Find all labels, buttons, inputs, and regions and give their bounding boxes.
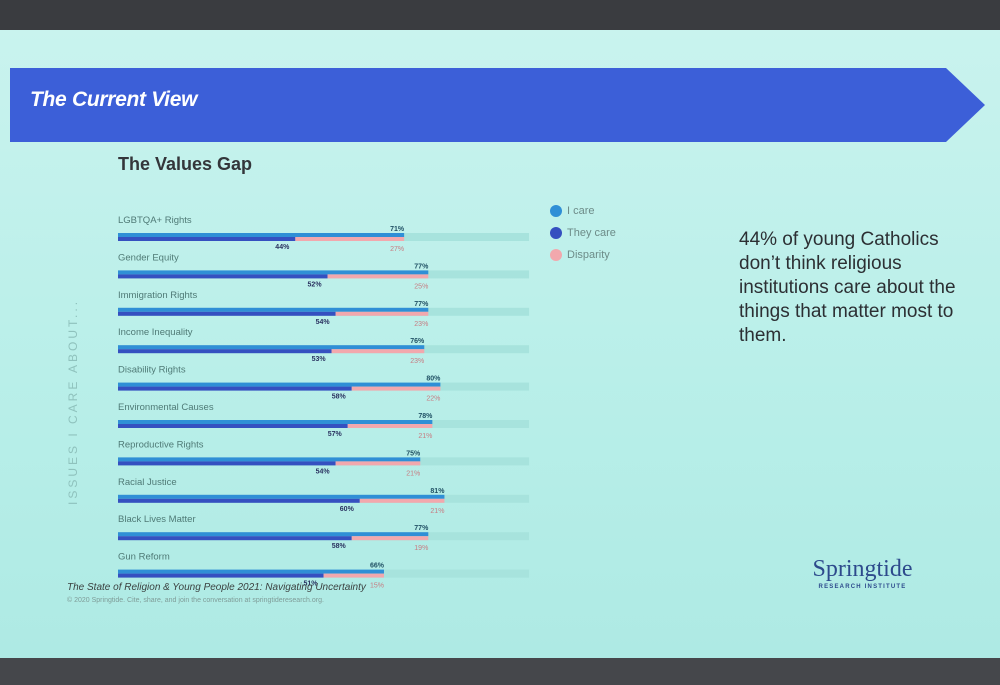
legend-item-disparity: Disparity [550,244,616,266]
bar-they-care-black-lives-matter [118,536,352,541]
bar-disparity-environmental-causes [347,424,433,428]
category-label-lgbtqa-rights: LGBTQA+ Rights [118,215,192,226]
label-i-care-racial-justice: 81% [430,488,445,495]
bar-disparity-lgbtqa-rights [295,237,405,241]
bar-i-care-environmental-causes [118,420,433,424]
logo-subtitle: RESEARCH INSTITUTE [818,584,907,590]
bar-i-care-income-inequality [118,345,425,350]
label-disparity-disability-rights: 22% [426,396,440,403]
label-i-care-environmental-causes: 78% [418,413,433,420]
bar-disparity-gender-equity [327,274,429,279]
legend-label-disparity: Disparity [567,249,610,261]
bar-i-care-racial-justice [118,494,445,499]
label-they-care-income-inequality: 53% [312,356,327,363]
label-i-care-gun-reform: 66% [370,563,385,570]
screen-bottom-edge [0,658,1000,685]
section-banner: The Current View [10,68,985,142]
bar-disparity-disability-rights [351,386,441,391]
label-disparity-black-lives-matter: 19% [414,545,428,552]
bar-they-care-gun-reform [118,573,324,578]
legend-label-they-care: They care [567,227,616,239]
label-they-care-gender-equity: 52% [308,281,323,288]
bar-they-care-lgbtqa-rights [118,237,296,241]
bar-i-care-gun-reform [118,569,384,574]
springtide-logo: Springtide RESEARCH INSTITUTE [800,556,925,590]
bar-disparity-reproductive-rights [335,461,421,466]
bar-they-care-disability-rights [118,386,352,391]
bar-i-care-black-lives-matter [118,532,429,537]
label-i-care-reproductive-rights: 75% [406,450,421,457]
callout-text: 44% of young Catholics don’t think relig… [739,229,956,346]
label-disparity-gender-equity: 25% [414,283,428,290]
label-i-care-immigration-rights: 77% [414,301,429,308]
label-they-care-immigration-rights: 54% [316,319,331,326]
label-disparity-gun-reform: 15% [370,583,384,590]
label-disparity-reproductive-rights: 21% [406,470,420,477]
bar-they-care-income-inequality [118,349,332,354]
label-they-care-gun-reform: 51% [304,581,319,588]
legend-item-i-care: I care [550,200,616,222]
label-i-care-disability-rights: 80% [426,376,441,383]
category-label-racial-justice: Racial Justice [118,477,177,488]
label-they-care-reproductive-rights: 54% [316,468,331,475]
category-label-gun-reform: Gun Reform [118,552,170,563]
legend-swatch-they-care [550,227,562,239]
chart-legend: I care They care Disparity [550,200,616,266]
label-disparity-environmental-causes: 21% [418,433,432,440]
bar-they-care-reproductive-rights [118,461,336,466]
label-i-care-black-lives-matter: 77% [414,525,429,532]
label-they-care-black-lives-matter: 58% [332,543,347,550]
bar-they-care-gender-equity [118,274,328,279]
category-label-reproductive-rights: Reproductive Rights [118,439,204,450]
bar-disparity-racial-justice [359,498,445,503]
category-label-black-lives-matter: Black Lives Matter [118,514,196,525]
chart-title: The Values Gap [118,154,253,174]
category-label-environmental-causes: Environmental Causes [118,402,214,413]
footer-copyright: © 2020 Springtide. Cite, share, and join… [67,597,324,604]
logo-name: Springtide [812,556,913,582]
bar-i-care-disability-rights [118,382,441,387]
legend-swatch-i-care [550,205,562,217]
legend-swatch-disparity [550,249,562,261]
label-they-care-lgbtqa-rights: 44% [275,244,290,251]
label-disparity-racial-justice: 21% [430,508,444,515]
category-label-gender-equity: Gender Equity [118,252,179,263]
label-i-care-lgbtqa-rights: 71% [390,226,405,233]
label-i-care-gender-equity: 77% [414,263,429,270]
legend-label-i-care: I care [567,205,595,217]
bar-i-care-lgbtqa-rights [118,233,405,237]
legend-item-they-care: They care [550,222,616,244]
category-label-disability-rights: Disability Rights [118,365,186,376]
footer-title: The State of Religion & Young People 202… [67,582,366,593]
bar-i-care-immigration-rights [118,307,429,312]
label-disparity-immigration-rights: 23% [414,321,428,328]
bar-disparity-income-inequality [331,349,425,354]
banner-title: The Current View [30,88,198,111]
bar-disparity-black-lives-matter [351,536,429,541]
label-i-care-income-inequality: 76% [410,338,425,345]
label-they-care-disability-rights: 58% [332,394,347,401]
bar-i-care-gender-equity [118,270,429,275]
label-disparity-lgbtqa-rights: 27% [390,246,404,253]
label-they-care-racial-justice: 60% [340,506,355,513]
category-label-income-inequality: Income Inequality [118,327,193,338]
bar-disparity-gun-reform [323,573,384,578]
label-disparity-income-inequality: 23% [410,358,424,365]
bar-they-care-immigration-rights [118,311,336,316]
category-label-immigration-rights: Immigration Rights [118,290,197,301]
bar-i-care-reproductive-rights [118,457,421,462]
bar-they-care-environmental-causes [118,424,348,428]
bar-they-care-racial-justice [118,498,360,503]
bar-disparity-immigration-rights [335,311,429,316]
label-they-care-environmental-causes: 57% [328,431,343,438]
